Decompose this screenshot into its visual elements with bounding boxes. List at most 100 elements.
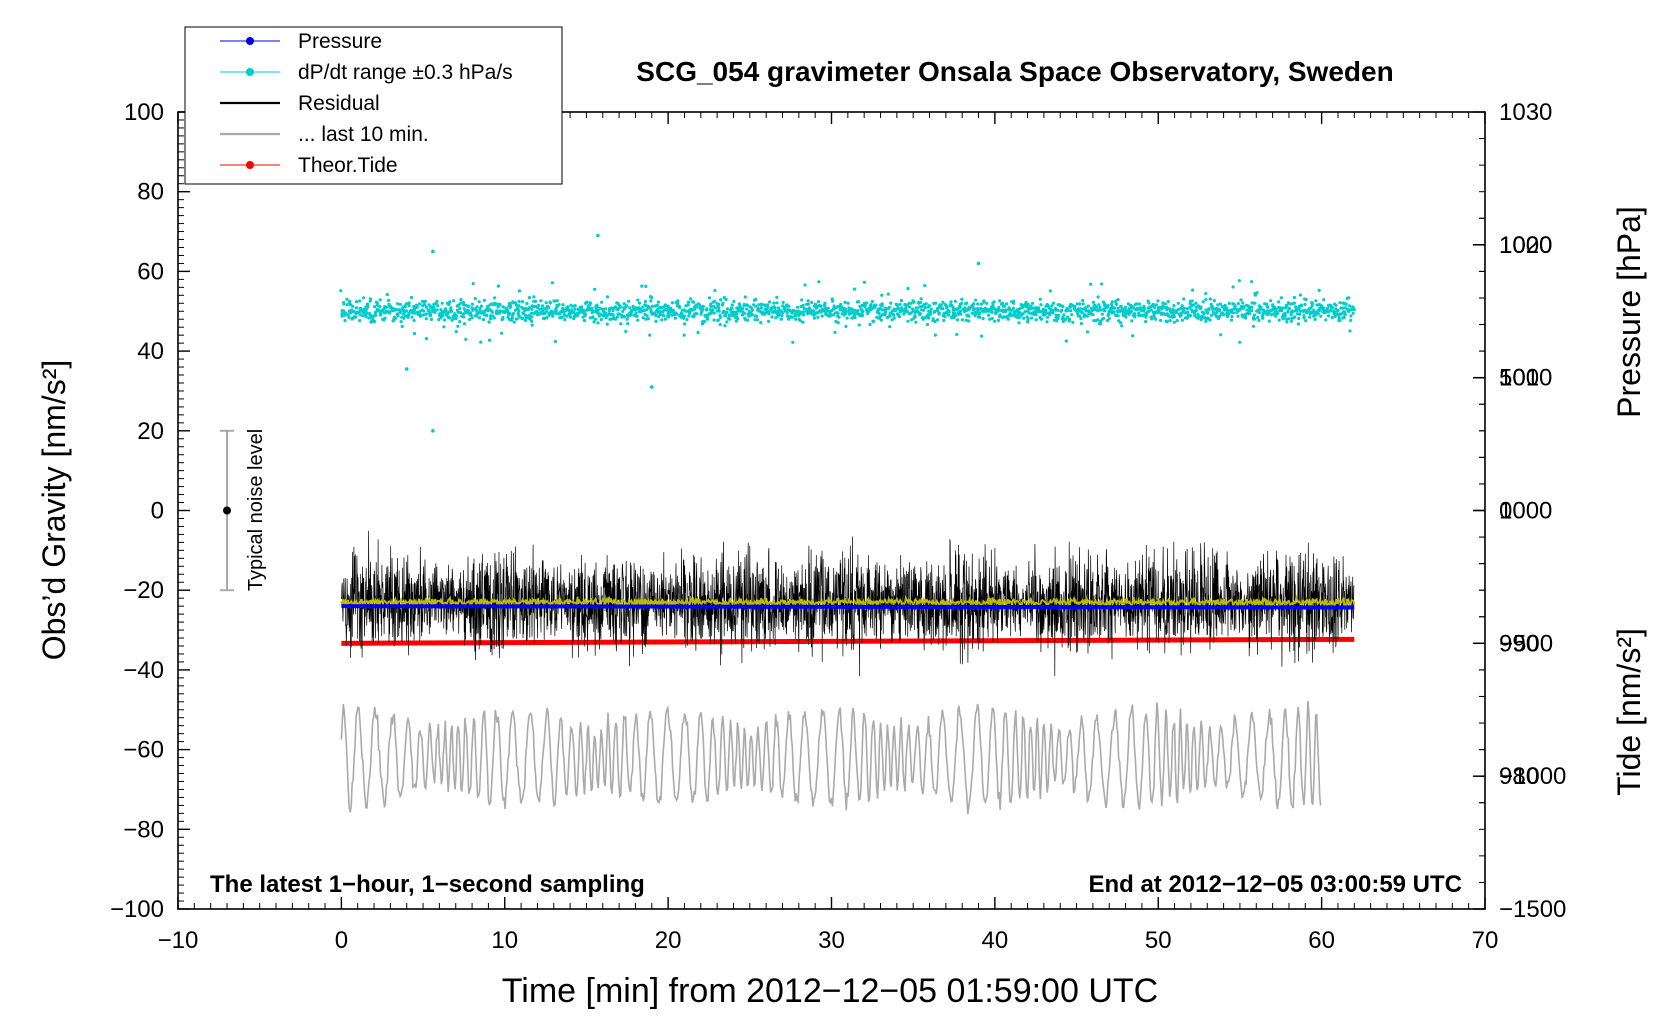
- dpdt-point: [929, 312, 933, 316]
- dpdt-point: [1238, 340, 1242, 344]
- dpdt-point: [800, 298, 804, 302]
- dpdt-point: [927, 316, 931, 320]
- tide-tick-label: −1000: [1499, 763, 1566, 790]
- dpdt-point: [1332, 309, 1336, 313]
- dpdt-point: [545, 316, 549, 320]
- dpdt-point: [439, 308, 443, 312]
- dpdt-point: [1259, 306, 1263, 310]
- last-10-min-series: [340, 700, 1322, 815]
- dpdt-point: [1315, 311, 1319, 315]
- dpdt-point: [550, 281, 555, 285]
- dpdt-point: [468, 317, 472, 321]
- dpdt-point: [747, 309, 751, 314]
- dpdt-point: [349, 311, 353, 315]
- dpdt-point: [532, 295, 536, 299]
- dpdt-point: [880, 302, 884, 306]
- dpdt-point: [1084, 309, 1088, 313]
- dpdt-point: [353, 315, 357, 319]
- dpdt-point: [734, 319, 738, 323]
- dpdt-point: [716, 318, 720, 322]
- dpdt-point: [493, 296, 497, 300]
- dpdt-point: [1244, 316, 1248, 320]
- dpdt-point: [860, 303, 864, 308]
- dpdt-point: [696, 331, 700, 335]
- dpdt-point: [649, 299, 653, 303]
- y-tick-label: −40: [123, 657, 164, 684]
- dpdt-point: [914, 320, 918, 324]
- dpdt-point: [361, 314, 365, 318]
- dpdt-point: [644, 317, 648, 321]
- dpdt-point: [686, 303, 690, 307]
- dpdt-point: [385, 292, 389, 297]
- dpdt-point: [1192, 303, 1196, 307]
- dpdt-point: [536, 306, 540, 310]
- dpdt-point: [1009, 308, 1014, 312]
- dpdt-point: [508, 311, 512, 316]
- dpdt-point: [580, 305, 584, 309]
- dpdt-point: [931, 317, 935, 321]
- dpdt-point: [1051, 308, 1055, 312]
- dpdt-point: [990, 316, 994, 321]
- dpdt-point: [563, 318, 567, 322]
- dpdt-point: [942, 318, 946, 322]
- dpdt-point: [424, 317, 428, 321]
- dpdt-point: [449, 306, 453, 310]
- dpdt-point: [745, 303, 750, 307]
- dpdt-point: [501, 305, 505, 309]
- dpdt-point: [979, 302, 984, 306]
- dpdt-point: [1057, 313, 1061, 318]
- y-axis-label-pressure: Pressure [hPa]: [1611, 206, 1647, 418]
- dpdt-point: [1030, 316, 1034, 320]
- dpdt-point: [1086, 304, 1090, 308]
- dpdt-point: [355, 300, 359, 304]
- dpdt-point: [686, 300, 691, 304]
- dpdt-point: [875, 315, 879, 319]
- dpdt-point: [1044, 308, 1048, 312]
- dpdt-point: [705, 317, 710, 321]
- dpdt-point: [1324, 318, 1328, 322]
- dpdt-point: [375, 303, 379, 307]
- dpdt-point: [596, 321, 600, 325]
- dpdt-point: [339, 289, 343, 293]
- dpdt-point: [1147, 301, 1151, 305]
- dpdt-point: [521, 316, 525, 320]
- dpdt-point: [1265, 302, 1269, 306]
- dpdt-point: [692, 300, 696, 304]
- dpdt-point: [880, 293, 884, 297]
- dpdt-point: [372, 319, 377, 324]
- dpdt-point: [675, 312, 679, 316]
- dpdt-point: [1352, 307, 1356, 312]
- dpdt-point: [1066, 315, 1070, 319]
- dpdt-point: [1163, 302, 1167, 306]
- legend-label: Theor.Tide: [298, 154, 398, 177]
- dpdt-point: [1289, 319, 1293, 323]
- dpdt-point: [570, 308, 574, 312]
- dpdt-point: [683, 322, 687, 326]
- dpdt-point: [993, 319, 997, 323]
- dpdt-point: [512, 320, 516, 324]
- dpdt-point: [527, 306, 532, 310]
- dpdt-point: [634, 311, 638, 315]
- dpdt-point: [1115, 309, 1119, 313]
- pressure-tick-label: 990: [1499, 630, 1539, 657]
- dpdt-point: [1329, 308, 1333, 313]
- dpdt-point: [810, 300, 814, 305]
- dpdt-point: [1008, 312, 1012, 316]
- dpdt-point: [1010, 313, 1015, 317]
- dpdt-point: [1176, 301, 1180, 305]
- dpdt-point: [436, 304, 440, 308]
- dpdt-point: [368, 297, 372, 301]
- dpdt-point: [845, 316, 849, 320]
- dpdt-point: [863, 303, 867, 307]
- dpdt-point: [656, 307, 660, 311]
- dpdt-point: [838, 308, 843, 312]
- dpdt-point: [388, 310, 392, 314]
- series-layer: [339, 233, 1356, 815]
- dpdt-point: [442, 311, 446, 315]
- dpdt-point: [1196, 304, 1200, 308]
- dpdt-point: [844, 310, 848, 314]
- dpdt-point: [802, 306, 807, 311]
- dpdt-point: [1253, 293, 1257, 297]
- dpdt-point: [1247, 304, 1251, 308]
- dpdt-point: [1038, 297, 1042, 301]
